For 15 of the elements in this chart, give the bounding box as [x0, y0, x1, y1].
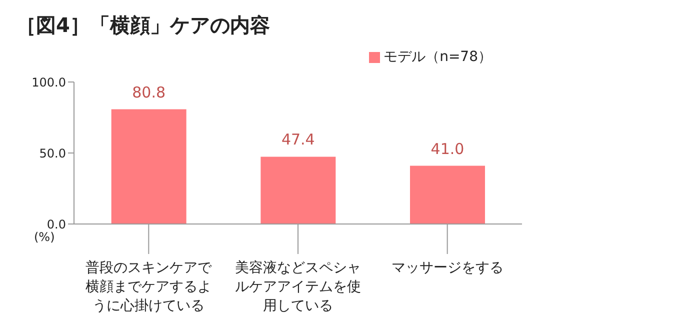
- x-tick-label: 普段のスキンケアで横顔までケアするように心掛けている: [86, 259, 213, 314]
- legend-label: モデル（n=78）: [384, 49, 492, 65]
- bar: [410, 166, 485, 224]
- bar: [260, 156, 336, 224]
- y-tick-label: 100.0: [32, 75, 66, 90]
- y-tick-label: 50.0: [39, 146, 66, 160]
- y-axis-title: (%): [34, 230, 55, 244]
- chart-title: ［図4］「横顔」ケアの内容: [15, 12, 271, 39]
- x-tick-label: 美容液などスペシャルケアアイテムを使用している: [235, 260, 361, 314]
- data-label: 80.8: [132, 83, 166, 102]
- bar: [111, 109, 186, 224]
- y-tick-label: 0.0: [46, 217, 66, 232]
- data-label: 41.0: [430, 140, 464, 158]
- x-tick-label: マッサージをする: [391, 260, 504, 276]
- data-label: 47.4: [281, 130, 315, 149]
